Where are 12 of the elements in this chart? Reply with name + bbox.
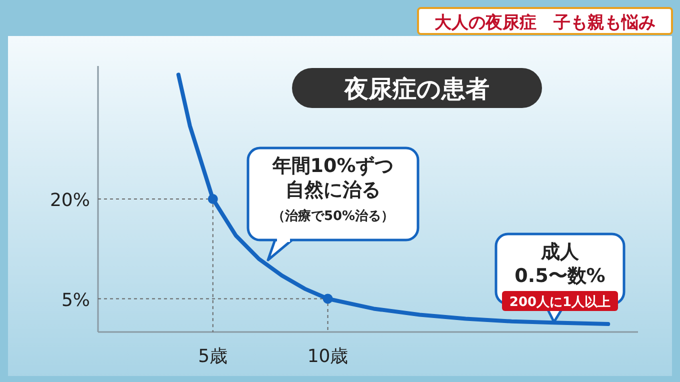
x-tick-label: 5歳: [198, 346, 228, 367]
chart-title: 夜尿症の患者: [344, 75, 490, 103]
annotation: 0.5〜数%: [514, 265, 606, 287]
y-tick-label: 5%: [61, 290, 90, 311]
y-tick-label: 20%: [50, 190, 90, 211]
chart-subtitle: 大人の夜尿症 子も親も悩み: [434, 13, 656, 33]
annotation: 成人: [540, 241, 580, 263]
x-tick-label: 10歳: [307, 346, 348, 367]
annotation: （治療で50%治る）: [272, 208, 394, 224]
annotation: 年間10%ずつ自然に治る: [271, 155, 394, 201]
line-series: [176, 72, 610, 326]
annotation: 200人に1人以上: [509, 295, 611, 310]
